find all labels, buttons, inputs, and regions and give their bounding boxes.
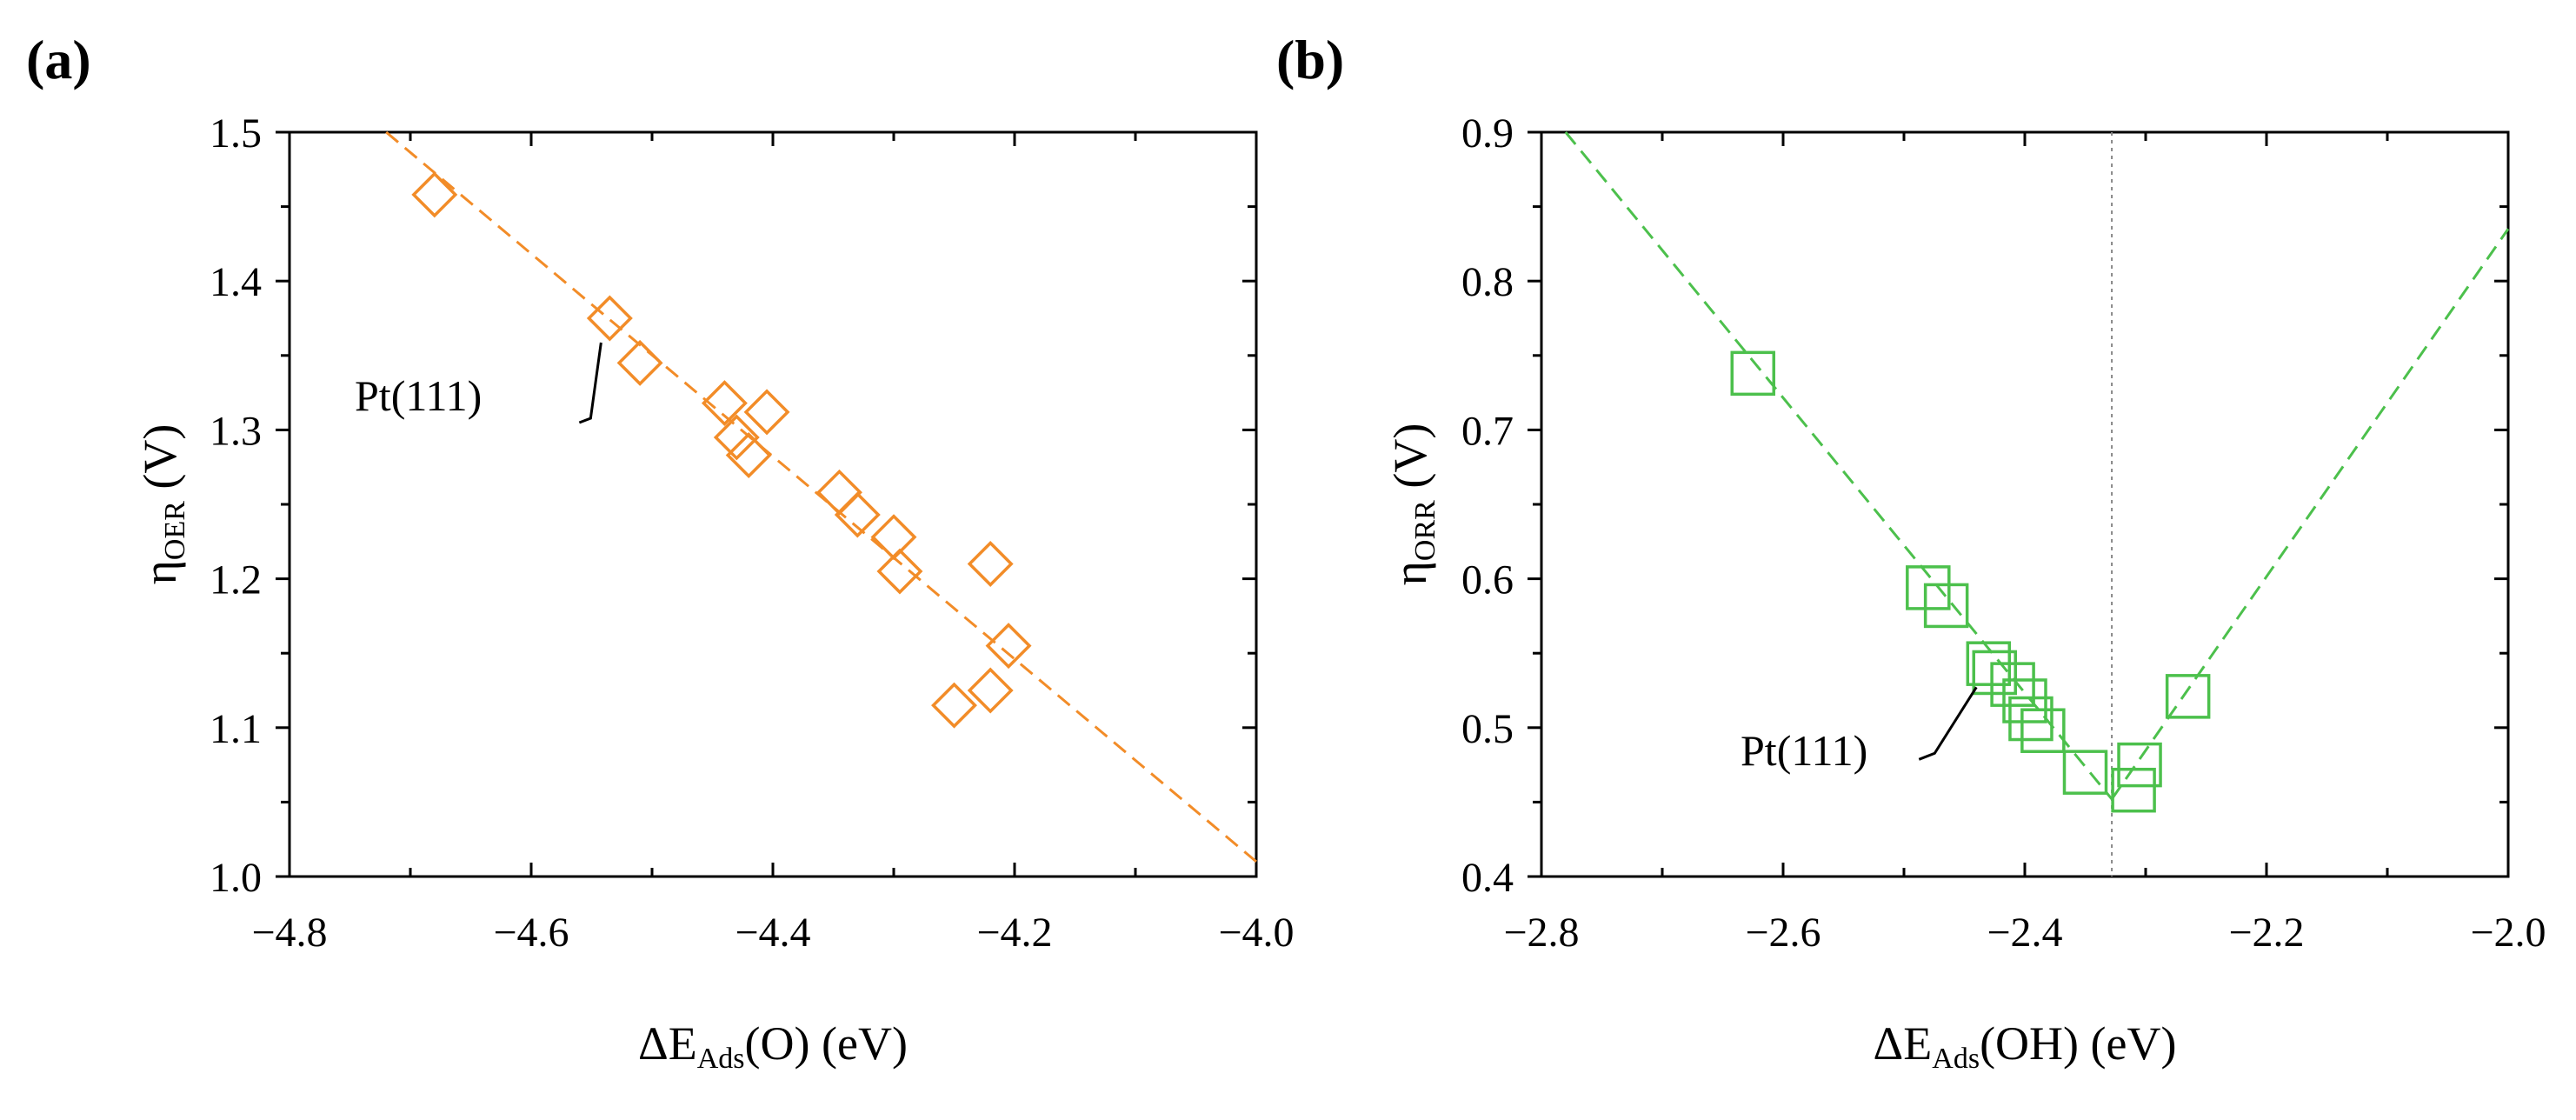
data-point-square (2165, 674, 2211, 719)
panel-b-annotation: Pt(111) (1741, 686, 1978, 775)
data-point-diamond (725, 432, 772, 478)
data-point-square (1972, 650, 2017, 696)
data-point-square (2117, 742, 2162, 788)
data-point-diamond (876, 548, 923, 595)
y-tick-label: 1.1 (210, 706, 262, 752)
x-label-sub: Ads (1932, 1043, 1980, 1075)
data-point-diamond (713, 414, 760, 461)
pt111-label: Pt(111) (1741, 726, 1867, 775)
panel-a-y-tick-labels: 1.0 1.1 1.2 1.3 1.4 1.5 (210, 110, 262, 901)
y-label-sub: ORR (1409, 500, 1441, 561)
x-label-post: (O) (eV) (745, 1017, 908, 1070)
panel-b-y-axis-label: ηORR (V) (1384, 423, 1441, 586)
data-point-diamond (411, 171, 458, 218)
panel-a-points (411, 171, 1032, 729)
panel-b-plot-frame (1540, 130, 2510, 878)
y-tick-label: 0.7 (1461, 408, 1514, 454)
panel-b-points (1730, 350, 2211, 813)
data-point-diamond (586, 295, 633, 342)
data-point-diamond (931, 682, 977, 729)
data-point-diamond (815, 469, 862, 516)
x-label-sub: Ads (697, 1043, 745, 1075)
panel-a-plot-frame (288, 130, 1258, 878)
y-tick-label: 0.9 (1461, 110, 1514, 157)
panel-a-x-axis-label: ΔEAds(O) (eV) (638, 1017, 908, 1075)
x-tick-label: −4.6 (493, 910, 569, 956)
y-tick-label: 0.6 (1461, 557, 1514, 603)
data-point-square (1906, 565, 1951, 610)
panel-a-tag: (a) (26, 29, 91, 90)
y-tick-label: 1.4 (210, 259, 262, 305)
panel-b-x-tick-labels: −2.8 −2.6 −2.4 −2.2 −2.0 (1503, 910, 2546, 956)
y-tick-label: 0.5 (1461, 706, 1514, 752)
panel-a-ticks (276, 130, 1258, 878)
x-tick-label: −4.0 (1218, 910, 1294, 956)
y-tick-label: 1.0 (210, 855, 262, 901)
panel-a-x-tick-labels: −4.8 −4.6 −4.4 −4.2 −4.0 (251, 910, 1294, 956)
x-label-post: (OH) (eV) (1980, 1017, 2176, 1070)
y-label-main: η (1384, 561, 1436, 585)
panel-b-x-axis-label: ΔEAds(OH) (eV) (1874, 1017, 2177, 1075)
data-point-square (2002, 678, 2047, 723)
panel-a: (a) −4.8 −4.6 −4.4 −4.2 −4.0 1.0 1.1 1.2… (26, 29, 1295, 1075)
panel-b-fit-lines (1564, 131, 2510, 800)
panel-b-tag: (b) (1276, 29, 1344, 90)
x-tick-label: −2.4 (1987, 910, 2062, 956)
data-point-square (1923, 583, 1969, 629)
panel-b-y-tick-labels: 0.4 0.5 0.6 0.7 0.8 0.9 (1461, 110, 1514, 901)
fit-line (2110, 228, 2510, 800)
y-label-sub: OER (159, 501, 191, 560)
data-point-square (2020, 708, 2066, 753)
pt111-leader-line (1918, 686, 1978, 761)
data-point-diamond (967, 541, 1014, 587)
x-tick-label: −4.4 (735, 910, 810, 956)
y-tick-label: 1.5 (210, 110, 262, 157)
data-point-diamond (701, 380, 748, 427)
x-tick-label: −2.8 (1503, 910, 1579, 956)
panel-a-y-axis-label: ηOER (V) (134, 424, 191, 585)
y-label-main: η (134, 560, 186, 584)
data-point-square (1990, 662, 2035, 707)
data-point-diamond (985, 623, 1032, 670)
x-tick-label: −2.0 (2470, 910, 2546, 956)
data-point-diamond (834, 491, 881, 538)
data-point-diamond (743, 389, 790, 436)
panel-a-annotation: Pt(111) (355, 342, 602, 424)
fit-line (1564, 131, 2113, 800)
x-tick-label: −4.2 (976, 910, 1052, 956)
data-point-square (2062, 750, 2108, 795)
pt111-leader-line (578, 342, 602, 424)
data-point-diamond (967, 667, 1014, 714)
pt111-label: Pt(111) (355, 371, 482, 420)
data-point-square (2111, 767, 2156, 813)
x-tick-label: −2.2 (2228, 910, 2304, 956)
data-point-diamond (870, 514, 917, 561)
y-label-unit: (V) (1384, 423, 1436, 500)
y-tick-label: 0.8 (1461, 259, 1514, 305)
data-point-square (2008, 696, 2053, 742)
panel-b: (b) −2.8 −2.6 −2.4 −2.2 −2.0 0.4 0.5 0.6… (1276, 29, 2546, 1075)
x-tick-label: −2.6 (1745, 910, 1821, 956)
y-label-unit: (V) (134, 424, 186, 501)
y-tick-label: 1.3 (210, 408, 262, 454)
x-label-pre: ΔE (1874, 1017, 1933, 1070)
data-point-diamond (616, 339, 663, 386)
x-label-pre: ΔE (638, 1017, 697, 1070)
y-tick-label: 0.4 (1461, 855, 1514, 901)
y-tick-label: 1.2 (210, 557, 262, 603)
data-point-square (1730, 350, 1775, 397)
x-tick-label: −4.8 (251, 910, 327, 956)
panel-b-ticks (1528, 130, 2510, 878)
